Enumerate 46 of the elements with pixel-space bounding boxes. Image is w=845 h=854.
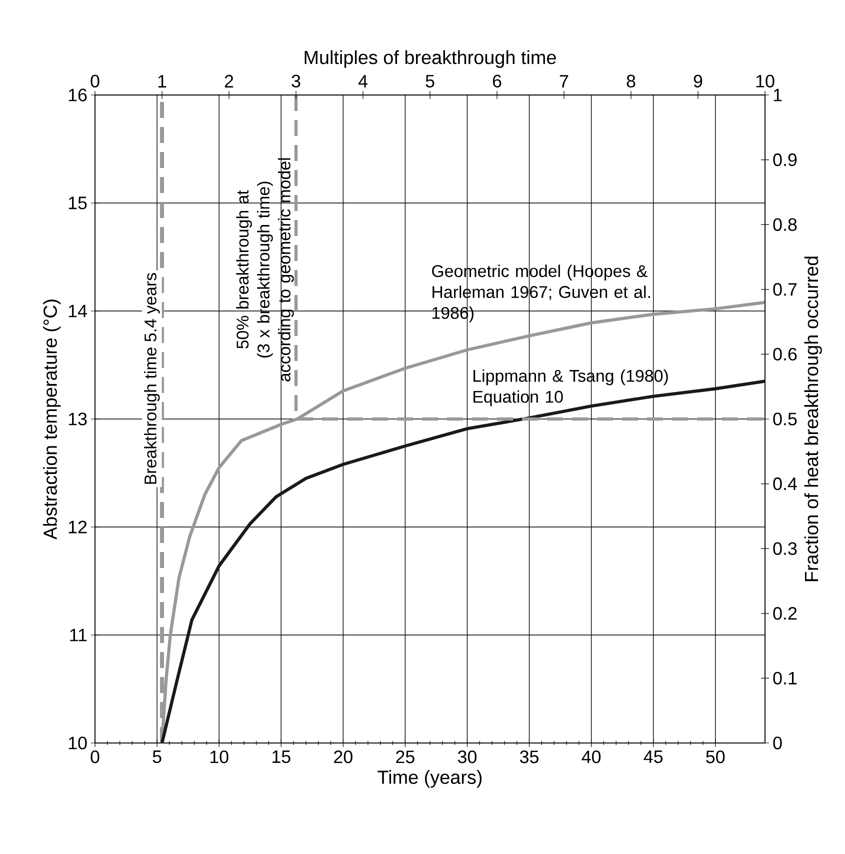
x2-tick-label: 9 xyxy=(694,74,702,88)
x-tick-label: 15 xyxy=(272,750,290,764)
y-tick-label: 12 xyxy=(68,520,87,534)
x2-axis-title: Multiples of breakthrough time xyxy=(304,50,556,68)
y2-tick-label: 0.4 xyxy=(773,477,797,490)
y-tick-label: 10 xyxy=(68,736,87,750)
x2-tick-label: 10 xyxy=(756,74,774,88)
y2-tick-label: 0.9 xyxy=(773,153,797,166)
y2-tick-label: 0.8 xyxy=(773,218,797,231)
x-tick-label: 25 xyxy=(396,750,414,764)
y-tick-label: 14 xyxy=(68,304,87,318)
x-tick-label: 30 xyxy=(458,750,477,764)
y2-tick-label: 0.6 xyxy=(773,348,797,361)
x2-tick-label: 6 xyxy=(492,74,502,88)
y2-tick-label: 0.7 xyxy=(773,283,797,296)
y2-tick-label: 0.1 xyxy=(773,672,797,685)
x2-tick-label: 4 xyxy=(358,75,368,88)
x2-tick-label: 2 xyxy=(224,74,234,88)
y2-axis-title: Fraction of heat breakthrough occurred xyxy=(804,256,822,582)
x2-tick-label: 8 xyxy=(626,74,636,88)
x-tick-label: 45 xyxy=(644,750,663,764)
x-tick-label: 10 xyxy=(210,750,228,764)
y2-tick-label: 0.2 xyxy=(773,607,797,620)
x-tick-label: 50 xyxy=(706,750,725,764)
y-axis-title: Abstraction temperature (°C) xyxy=(43,300,61,540)
y2-tick-label: 0.3 xyxy=(773,542,797,555)
y-tick-label: 16 xyxy=(68,88,87,102)
x-tick-label: 5 xyxy=(152,750,162,764)
y2-tick-label: 0.5 xyxy=(773,412,797,426)
x-tick-label: 0 xyxy=(90,750,100,764)
y-tick-label: 15 xyxy=(68,196,87,210)
x-tick-label: 35 xyxy=(520,750,538,764)
x2-tick-label: 1 xyxy=(158,75,166,88)
y-tick-label: 13 xyxy=(68,412,87,426)
x-tick-label: 20 xyxy=(334,750,352,764)
x-axis-title: Time (years) xyxy=(378,770,482,788)
x2-tick-label: 5 xyxy=(426,74,434,88)
x2-tick-label: 7 xyxy=(560,75,568,88)
y2-tick-label: 0 xyxy=(773,736,782,750)
y2-tick-label: 1 xyxy=(774,88,782,102)
y-tick-label: 11 xyxy=(70,628,87,642)
x2-tick-label: 0 xyxy=(90,74,100,88)
ref-line-label: Breakthrough time 5.4 years xyxy=(144,273,160,484)
x2-tick-label: 3 xyxy=(292,74,300,88)
annotation: 50% breakthrough at (3 x breakthrough time) according to geometric model xyxy=(236,158,294,382)
x-tick-label: 40 xyxy=(582,750,601,764)
